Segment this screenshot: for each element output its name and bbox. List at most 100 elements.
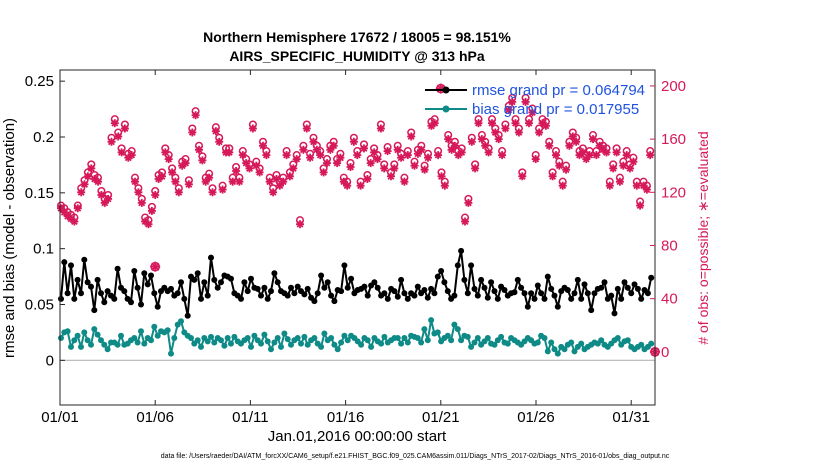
nobs-evaluated-point xyxy=(403,151,412,160)
rmse-point xyxy=(514,276,521,283)
nobs-evaluated-point xyxy=(383,147,392,156)
bias-point xyxy=(458,337,465,344)
rmse-point xyxy=(584,290,591,297)
star-stroke xyxy=(633,182,641,190)
nobs-evaluated-point xyxy=(642,185,651,194)
bias-point xyxy=(571,348,578,355)
bias-point xyxy=(311,335,318,341)
bias-point xyxy=(378,340,385,347)
nobs-evaluated-point xyxy=(94,177,102,186)
star-stroke xyxy=(84,172,92,180)
rmse-point xyxy=(454,262,461,269)
star-stroke xyxy=(259,142,267,150)
rmse-point xyxy=(74,276,81,283)
bias-point xyxy=(138,328,144,335)
star-stroke xyxy=(623,151,631,159)
star-stroke xyxy=(555,162,563,170)
nobs-evaluated-point xyxy=(302,124,311,133)
nobs-evaluated-point xyxy=(225,148,234,157)
star-stroke xyxy=(458,148,466,156)
star-stroke xyxy=(367,159,375,167)
nobs-evaluated-point xyxy=(626,164,634,173)
bias-point xyxy=(551,346,558,353)
star-stroke xyxy=(444,135,452,143)
bias-point xyxy=(334,346,341,353)
star-stroke xyxy=(394,146,402,154)
star-stroke xyxy=(619,162,627,170)
star-stroke xyxy=(107,138,115,146)
star-stroke xyxy=(134,188,142,196)
rmse-point xyxy=(211,276,218,283)
x-tick-label: 01/21 xyxy=(422,409,460,426)
bias-point xyxy=(151,323,158,330)
bias-point xyxy=(578,340,585,347)
rmse-point xyxy=(91,307,98,314)
rmse-point xyxy=(68,262,74,269)
star-stroke xyxy=(235,178,243,186)
rmse-point xyxy=(88,283,94,290)
rmse-point xyxy=(544,273,551,280)
x-tick-label: 01/26 xyxy=(517,409,555,426)
nobs-evaluated-point xyxy=(397,153,406,162)
nobs-evaluated-point xyxy=(356,181,365,190)
star-stroke xyxy=(629,158,637,166)
rmse-point xyxy=(268,288,274,295)
nobs-evaluated-point xyxy=(316,151,325,160)
nobs-evaluated-point xyxy=(360,144,368,153)
rmse-point xyxy=(204,292,211,299)
nobs-evaluated-point xyxy=(366,159,375,168)
nobs-evaluated-point xyxy=(299,145,308,154)
rmse-point xyxy=(71,295,78,302)
bias-point xyxy=(264,338,271,345)
rmse-point xyxy=(178,279,184,286)
star-stroke xyxy=(485,148,493,156)
star-stroke xyxy=(188,129,196,136)
rmse-point xyxy=(474,292,481,299)
bias-point xyxy=(331,341,338,348)
bias-point xyxy=(171,335,178,341)
right-y-tick-label: 120 xyxy=(661,184,686,201)
rmse-point xyxy=(301,291,308,298)
rmse-point xyxy=(288,284,294,291)
nobs-evaluated-point xyxy=(450,141,459,150)
bias-point xyxy=(328,335,335,341)
star-stroke xyxy=(387,172,395,180)
rmse-point xyxy=(601,279,608,286)
star-stroke xyxy=(67,215,75,223)
bias-point xyxy=(454,326,461,333)
star-stroke xyxy=(232,167,240,175)
star-stroke xyxy=(488,119,496,127)
star-stroke xyxy=(532,155,540,163)
nobs-evaluated-point xyxy=(292,155,301,164)
bias-point xyxy=(434,329,441,336)
star-stroke xyxy=(596,142,604,150)
bias-point xyxy=(414,335,421,341)
rmse-point xyxy=(614,285,621,292)
star-stroke xyxy=(272,175,280,183)
star-stroke xyxy=(357,182,365,190)
rmse-point xyxy=(248,275,254,282)
x-axis-label: Jan.01,2016 00:00:00 start xyxy=(268,428,447,445)
legend-rmse-label: rmse grand pr = 0.064794 xyxy=(472,82,645,99)
rmse-point xyxy=(648,274,655,281)
star-stroke xyxy=(441,182,449,190)
rmse-point xyxy=(114,265,121,272)
star-stroke xyxy=(77,188,85,196)
bias-point xyxy=(204,338,211,345)
star-stroke xyxy=(94,178,102,186)
x-tick-label: 01/11 xyxy=(232,409,268,426)
right-y-tick-label: 200 xyxy=(661,78,686,95)
plot-frame xyxy=(59,69,656,406)
rmse-point xyxy=(274,279,281,286)
rmse-point xyxy=(61,259,68,266)
star-stroke xyxy=(613,148,621,156)
rmse-point xyxy=(458,247,465,254)
star-stroke xyxy=(528,109,536,117)
rmse-point xyxy=(244,288,251,295)
nobs-evaluated-point xyxy=(363,175,372,183)
nobs-evaluated-point xyxy=(252,161,261,170)
star-stroke xyxy=(609,164,617,172)
rmse-point xyxy=(471,285,478,292)
rmse-point xyxy=(181,295,188,302)
nobs-evaluated-point xyxy=(184,180,193,189)
